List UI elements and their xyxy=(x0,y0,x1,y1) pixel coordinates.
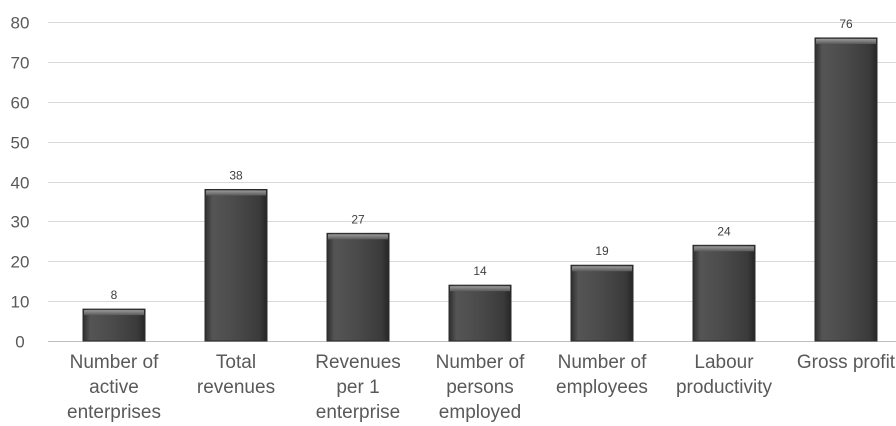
data-label: 14 xyxy=(473,264,487,278)
category-label: active xyxy=(89,377,139,398)
bar-bevel xyxy=(816,38,876,44)
bar xyxy=(692,244,756,342)
bar-group xyxy=(448,284,512,342)
category-label: employed xyxy=(439,402,521,423)
y-tick-label: 10 xyxy=(11,293,30,312)
bar-group xyxy=(82,308,146,342)
data-label: 38 xyxy=(229,168,243,182)
category-label: productivity xyxy=(676,377,773,398)
category-label: per 1 xyxy=(336,377,379,398)
bar xyxy=(448,284,512,342)
bar xyxy=(814,37,878,342)
category-label: Total xyxy=(216,352,256,373)
bar xyxy=(570,264,634,342)
category-label: Number of xyxy=(70,352,159,373)
data-label: 8 xyxy=(111,288,118,302)
category-label: Labour xyxy=(694,352,754,373)
category-label: revenues xyxy=(197,377,275,398)
data-label: 27 xyxy=(351,212,365,226)
y-tick-label: 70 xyxy=(11,54,30,73)
y-tick-label: 60 xyxy=(11,94,30,113)
bar-bevel xyxy=(328,234,388,240)
data-label: 24 xyxy=(717,224,731,238)
bar-group xyxy=(204,188,268,342)
category-label: Gross profit xyxy=(797,352,896,373)
y-tick-label: 30 xyxy=(11,213,30,232)
data-label: 19 xyxy=(595,244,609,258)
y-tick-label: 0 xyxy=(15,333,24,352)
bar-bevel xyxy=(206,190,266,196)
data-label: 76 xyxy=(839,17,853,31)
y-tick-label: 80 xyxy=(11,14,30,33)
bars xyxy=(82,37,878,342)
labels: 0 10 20 30 40 50 60 70 80 8 Number of active enterpr… xyxy=(11,14,896,424)
y-tick-label: 20 xyxy=(11,253,30,272)
bar-group xyxy=(326,232,390,342)
y-tick-label: 50 xyxy=(11,134,30,153)
category-label: enterprise xyxy=(316,402,401,423)
gridlines xyxy=(48,22,896,302)
bar-bevel xyxy=(572,266,632,272)
category-label: employees xyxy=(556,377,648,398)
category-label: persons xyxy=(446,377,514,398)
bar-group xyxy=(814,37,878,342)
bar-bevel xyxy=(84,310,144,316)
category-label: Number of xyxy=(436,352,525,373)
bar xyxy=(326,232,390,342)
category-label: Revenues xyxy=(315,352,401,373)
bar xyxy=(204,188,268,342)
category-label: enterprises xyxy=(67,402,161,423)
y-tick-label: 40 xyxy=(11,174,30,193)
bar-group xyxy=(692,244,756,342)
category-label: Number of xyxy=(558,352,647,373)
bar-group xyxy=(570,264,634,342)
bar-bevel xyxy=(450,286,510,292)
bar-bevel xyxy=(694,246,754,252)
